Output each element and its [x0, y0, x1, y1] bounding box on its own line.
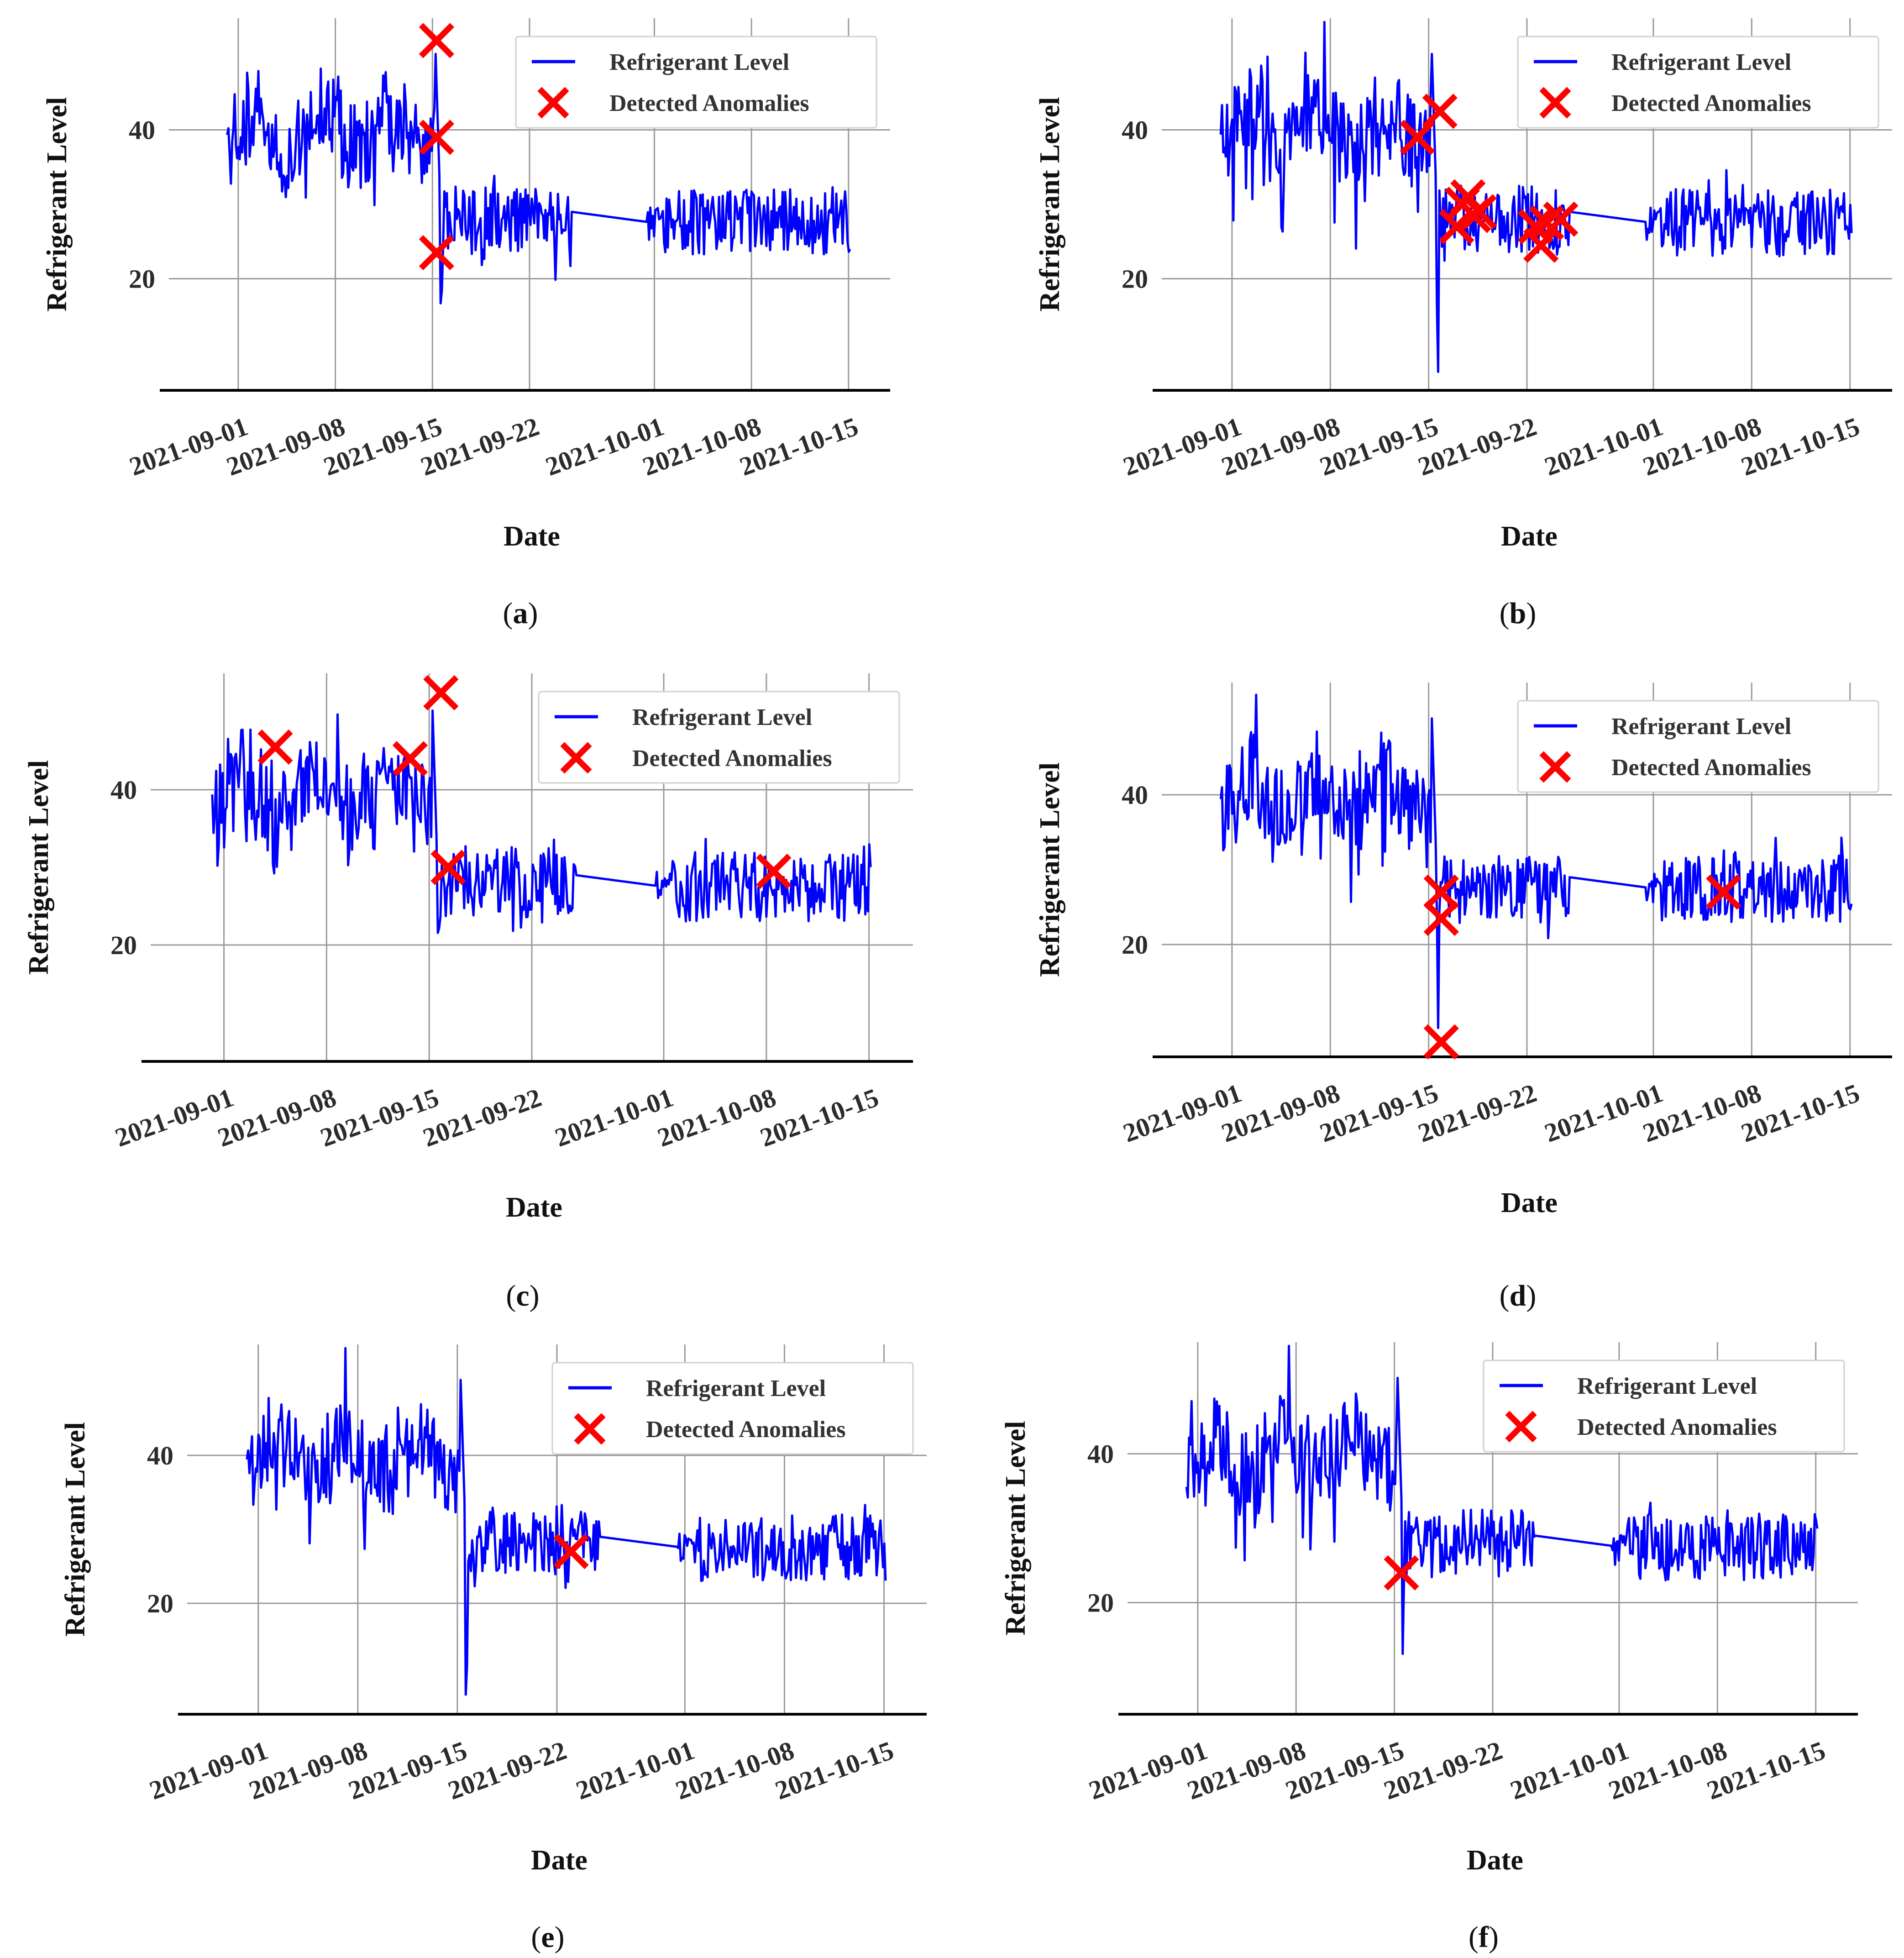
anomaly-marker: [430, 850, 466, 885]
y-tick-label: 20: [147, 1589, 173, 1618]
anomaly-marker: [1423, 901, 1459, 936]
legend-label: Detected Anomalies: [632, 745, 832, 772]
legend: Refrigerant Level Detected Anomalies: [1483, 1360, 1845, 1453]
y-tick-label: 40: [1122, 780, 1148, 810]
panel-e: 20402021-09-012021-09-082021-09-152021-0…: [60, 1344, 927, 1954]
legend-label: Refrigerant Level: [632, 704, 812, 730]
legend-label: Detected Anomalies: [609, 90, 809, 116]
panel-a: 20402021-09-012021-09-082021-09-152021-0…: [42, 18, 890, 630]
y-axis-label: Refrigerant Level: [1034, 97, 1065, 312]
anomaly-marker: [1461, 194, 1497, 230]
y-tick-label: 20: [1122, 930, 1148, 960]
y-axis-label: Refrigerant Level: [1034, 762, 1065, 977]
y-tick-label: 40: [1087, 1439, 1114, 1469]
refrigerant-level-line: [246, 1347, 887, 1696]
x-axis-label: Date: [1501, 1187, 1558, 1218]
legend-label: Detected Anomalies: [646, 1417, 846, 1443]
legend: Refrigerant Level Detected Anomalies: [551, 1362, 914, 1455]
panel-d: 20402021-09-012021-09-082021-09-152021-0…: [1034, 682, 1892, 1312]
legend-marker-swatch: [1505, 1411, 1537, 1443]
refrigerant-level-line: [1219, 21, 1853, 373]
anomaly-marker: [419, 23, 455, 58]
panel-b: 20402021-09-012021-09-082021-09-152021-0…: [1034, 18, 1892, 630]
legend-label: Refrigerant Level: [646, 1375, 826, 1402]
x-tick-label: 2021-10-01: [551, 1082, 677, 1153]
panel-caption: (f): [1469, 1921, 1499, 1954]
y-tick-label: 40: [1122, 115, 1148, 145]
y-axis-label: Refrigerant Level: [60, 1422, 91, 1637]
x-tick-label: 2021-09-22: [419, 1082, 545, 1153]
legend-label: Refrigerant Level: [609, 49, 789, 75]
anomaly-marker: [1422, 94, 1458, 129]
legend: Refrigerant Level Detected Anomalies: [538, 691, 900, 784]
anomaly-marker: [1423, 874, 1459, 910]
y-tick-label: 40: [147, 1441, 173, 1470]
y-tick-label: 20: [1087, 1588, 1114, 1618]
x-axis-label: Date: [1467, 1845, 1523, 1876]
legend-marker-swatch: [560, 742, 592, 774]
x-axis-label: Date: [506, 1192, 562, 1223]
x-tick-label: 2021-09-15: [316, 1082, 443, 1153]
panel-caption: (e): [531, 1921, 564, 1954]
legend-marker-swatch: [1539, 87, 1571, 119]
panel-c: 20 40 2021-09-012021-09-082021-09-152021-0…: [23, 673, 913, 1312]
x-tick-label: 2021-10-08: [654, 1082, 780, 1153]
y-tick-label: 20: [129, 264, 155, 294]
refrigerant-level-line: [226, 52, 851, 304]
refrigerant-level-line: [1219, 693, 1853, 1029]
x-tick-label: 2021-09-01: [111, 1082, 237, 1153]
refrigerant-level-line: [211, 709, 872, 934]
panel-caption: (b): [1500, 597, 1537, 630]
y-tick-label: 20: [110, 930, 137, 960]
anomaly-marker: [392, 741, 428, 777]
legend-label: Detected Anomalies: [1577, 1414, 1777, 1440]
anomaly-marker: [257, 729, 293, 765]
legend-marker-swatch: [537, 87, 569, 119]
x-tick-label: 2021-10-15: [756, 1082, 883, 1153]
y-axis-label: Refrigerant Level: [1000, 1421, 1031, 1636]
anomaly-marker: [1423, 1024, 1459, 1060]
legend-marker-swatch: [1539, 751, 1571, 783]
y-tick-label: 40: [129, 115, 155, 145]
anomaly-marker: [419, 235, 455, 271]
anomaly-marker: [756, 853, 792, 889]
y-axis-label: Refrigerant Level: [42, 97, 73, 312]
panel-caption: (c): [506, 1279, 539, 1312]
x-axis-label: Date: [504, 521, 560, 552]
anomaly-marker: [1706, 874, 1741, 910]
anomaly-marker: [1384, 1555, 1419, 1591]
legend-label: Detected Anomalies: [1611, 755, 1811, 781]
anomaly-marker: [1543, 201, 1579, 237]
panel-f: 20402021-09-012021-09-082021-09-152021-0…: [1000, 1342, 1858, 1954]
legend: Refrigerant Level Detected Anomalies: [1517, 700, 1879, 793]
x-axis-label: Date: [1501, 521, 1558, 552]
x-tick-label: 2021-09-08: [214, 1082, 340, 1153]
legend: Refrigerant Level Detected Anomalies: [1517, 36, 1879, 129]
anomaly-marker: [553, 1534, 589, 1570]
y-tick-label: 20: [1122, 264, 1148, 294]
legend-label: Refrigerant Level: [1577, 1373, 1757, 1399]
panel-caption: (a): [503, 597, 538, 630]
legend: Refrigerant Level Detected Anomalies: [515, 36, 877, 129]
x-axis-label: Date: [531, 1845, 587, 1876]
y-tick-label: 40: [110, 775, 137, 805]
anomaly-marker: [419, 120, 455, 155]
y-axis-label: Refrigerant Level: [23, 760, 54, 975]
panel-caption: (d): [1500, 1279, 1537, 1312]
legend-label: Refrigerant Level: [1611, 714, 1791, 740]
refrigerant-level-line: [1185, 1344, 1819, 1655]
anomaly-marker: [423, 675, 459, 711]
legend-marker-swatch: [574, 1413, 606, 1445]
legend-label: Refrigerant Level: [1611, 49, 1791, 75]
legend-label: Detected Anomalies: [1611, 90, 1811, 116]
